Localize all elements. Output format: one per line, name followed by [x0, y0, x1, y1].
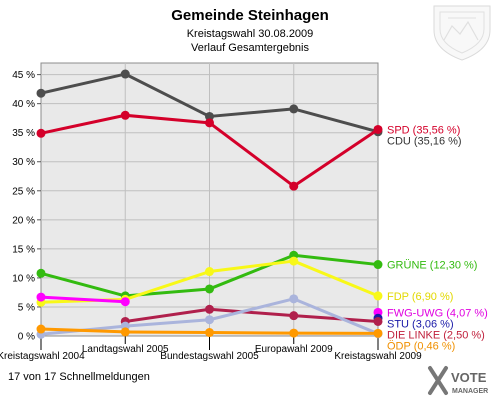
data-point	[205, 284, 214, 294]
series-segment	[123, 270, 211, 301]
grid	[41, 63, 378, 336]
data-point	[36, 324, 46, 334]
data-point	[373, 291, 383, 301]
y-tick-label: 10 %	[12, 273, 35, 284]
y-tick-label: 25 %	[12, 186, 35, 197]
brand-line-1: VOTE	[451, 370, 487, 385]
data-point	[120, 297, 130, 307]
data-point	[205, 315, 214, 325]
data-point	[205, 304, 214, 314]
data-point	[373, 316, 383, 326]
series-segment	[292, 314, 380, 323]
data-point	[289, 311, 299, 321]
series-ödp	[36, 324, 383, 338]
data-point	[120, 110, 130, 120]
legend: SPD (35,56 %)CDU (35,16 %) GRÜNE (12,30 %…	[387, 124, 488, 352]
data-point	[205, 328, 214, 338]
series-segment	[292, 107, 380, 134]
series-segment	[292, 259, 380, 298]
series-segment	[123, 318, 211, 328]
data-point	[120, 69, 130, 79]
series-segment	[208, 307, 296, 318]
x-tick-label: Europawahl 2009	[255, 344, 333, 355]
data-point	[289, 181, 299, 191]
y-tick-label: 35 %	[12, 128, 35, 139]
y-tick-label: 20 %	[12, 215, 35, 226]
y-tick-label: 0 %	[18, 332, 35, 343]
data-point	[289, 256, 299, 266]
series-segment	[208, 297, 296, 322]
data-point	[120, 327, 130, 337]
series-die-linke	[120, 304, 383, 326]
data-point	[36, 88, 46, 98]
chart-title: Gemeinde Steinhagen	[171, 7, 329, 24]
series-segment	[39, 327, 127, 334]
chart-subtitle: Kreistagswahl 30.08.2009	[187, 28, 314, 40]
data-point	[36, 128, 46, 138]
y-tick-label: 15 %	[12, 244, 35, 255]
series-segment	[208, 253, 296, 291]
data-point	[373, 328, 383, 338]
legend-label: CDU (35,16 %)	[387, 135, 462, 147]
y-tick-label: 45 %	[12, 70, 35, 81]
data-point	[36, 292, 46, 302]
data-point	[36, 268, 46, 278]
legend-label: GRÜNE (12,30 %)	[387, 260, 477, 272]
series-segment	[123, 307, 211, 323]
series-segment	[39, 295, 127, 304]
series-segment	[292, 253, 380, 267]
x-tick-label: Landtagswahl 2005	[82, 344, 169, 355]
series-spd	[36, 110, 383, 191]
series-segment	[292, 127, 380, 188]
data-point	[289, 294, 299, 304]
brand-line-2: MANAGER	[452, 388, 488, 395]
data-point	[205, 267, 214, 277]
legend-label: FWG-UWG (4,07 %)	[387, 307, 488, 319]
y-tick-label: 5 %	[18, 302, 35, 313]
data-point	[289, 104, 299, 114]
series-segment	[208, 121, 296, 188]
data-point	[205, 111, 214, 121]
x-tick-label: Bundestagswahl 2005	[160, 351, 259, 362]
series-segment	[123, 113, 211, 125]
series-segment	[39, 72, 127, 95]
status-text: 17 von 17 Schnellmeldungen	[8, 371, 150, 383]
y-tick-label: 40 %	[12, 99, 35, 110]
series-segment	[208, 259, 296, 274]
x-tick-label: Kreistagswahl 2004	[0, 351, 85, 362]
legend-label: FDP (6,90 %)	[387, 291, 453, 303]
x-mark-icon	[428, 366, 448, 395]
series-segment	[292, 297, 380, 336]
series-segment	[39, 271, 127, 298]
legend-label: STU (3,06 %)	[387, 318, 454, 330]
y-axis: 0 % 5 % 10 % 15 % 20 % 25 % 30 % 35 % 40 % 45 %	[12, 70, 41, 343]
series-sonstige	[36, 294, 383, 339]
vote-manager-logo: VOTE MANAGER	[428, 366, 488, 395]
data-point	[373, 124, 383, 134]
data-point	[373, 260, 383, 270]
legend-label: ÖDP (0,46 %)	[387, 340, 455, 352]
data-point	[205, 118, 214, 128]
series-segment	[123, 330, 211, 335]
series-segment	[123, 72, 211, 118]
series-segment	[208, 107, 296, 118]
legend-label: DIE LINKE (2,50 %)	[387, 329, 485, 341]
y-tick-label: 30 %	[12, 157, 35, 168]
series-lines	[36, 69, 383, 339]
series-segment	[208, 331, 296, 335]
x-tick-label: Kreistagswahl 2009	[334, 351, 422, 362]
coat-of-arms-icon	[433, 5, 491, 61]
legend-label: SPD (35,56 %)	[387, 124, 460, 136]
series-cdu	[36, 69, 383, 137]
data-point	[289, 328, 299, 338]
chart-subtitle-2: Verlauf Gesamtergebnis	[191, 42, 310, 54]
series-segment	[39, 113, 127, 135]
